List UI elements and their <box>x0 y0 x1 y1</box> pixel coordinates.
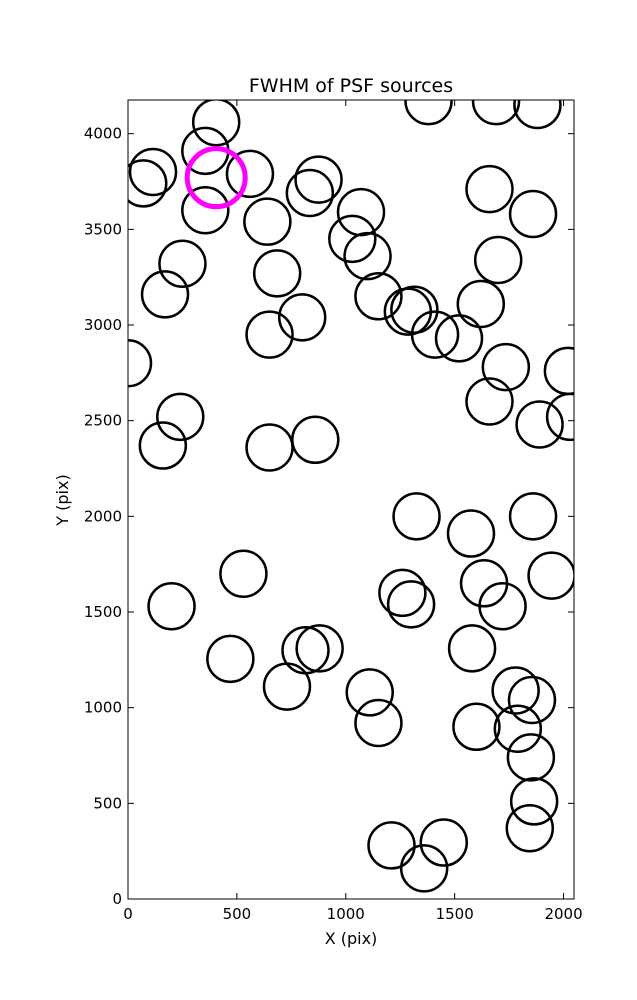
x-tick-label: 1500 <box>436 905 474 923</box>
source-marker <box>291 415 340 465</box>
source-marker <box>128 147 178 197</box>
source-marker <box>473 235 523 285</box>
x-axis: 0 500 1000 1500 2000 <box>123 100 583 923</box>
source-marker <box>456 279 506 329</box>
source-marker <box>294 155 343 204</box>
source-marker <box>404 100 453 126</box>
source-marker <box>446 509 496 558</box>
highlighted-source-marker <box>184 146 248 210</box>
source-marker <box>513 100 562 130</box>
x-tick-label: 2000 <box>544 905 582 923</box>
source-marker <box>508 492 558 541</box>
source-marker <box>128 159 168 208</box>
y-axis: 0 500 1000 1500 2000 2500 3000 3500 4000 <box>84 125 574 908</box>
source-marker <box>245 423 294 472</box>
source-marker <box>328 214 377 264</box>
source-marker <box>191 100 241 147</box>
source-marker <box>452 702 501 752</box>
source-marker <box>128 339 153 388</box>
source-marker <box>506 733 556 782</box>
x-axis-label: X (pix) <box>325 929 378 948</box>
y-axis-label: Y (pix) <box>53 474 72 526</box>
source-marker <box>493 704 543 753</box>
source-marker <box>378 568 427 618</box>
source-marker <box>295 624 344 673</box>
source-marker <box>343 231 392 281</box>
source-marker <box>410 310 460 359</box>
source-marker <box>509 777 559 826</box>
source-marker <box>243 197 292 246</box>
source-marker <box>419 818 469 867</box>
x-tick-label: 1000 <box>327 905 365 923</box>
source-marker <box>543 346 574 396</box>
source-marker <box>471 100 521 126</box>
source-marker <box>262 662 312 711</box>
source-marker <box>465 377 514 426</box>
source-marker <box>147 582 196 631</box>
source-marker <box>507 675 557 725</box>
source-marker <box>225 149 275 199</box>
source-marker <box>206 634 255 684</box>
source-marker <box>390 285 439 334</box>
source-marker <box>277 293 327 342</box>
y-tick-label: 3500 <box>84 220 122 238</box>
y-tick-label: 2000 <box>84 507 122 525</box>
source-marker <box>481 342 531 392</box>
y-tick-label: 500 <box>93 794 122 812</box>
source-marker <box>354 272 403 321</box>
source-marker <box>138 421 188 470</box>
y-tick-label: 0 <box>112 890 122 908</box>
source-marker <box>245 310 294 359</box>
source-marker <box>399 844 449 893</box>
y-tick-label: 2500 <box>84 412 122 430</box>
source-marker <box>156 392 205 442</box>
source-marker <box>181 185 230 235</box>
source-marker <box>386 580 436 629</box>
source-marker <box>281 626 330 675</box>
y-tick-label: 3000 <box>84 316 122 334</box>
source-marker <box>336 187 386 237</box>
chart-title: FWHM of PSF sources <box>249 75 453 97</box>
source-marker <box>545 392 574 442</box>
source-marker <box>434 314 484 363</box>
source-marker <box>491 666 540 715</box>
y-tick-label: 1000 <box>84 699 122 717</box>
source-marker <box>478 582 527 631</box>
source-marker <box>345 668 394 717</box>
sources-layer <box>128 100 574 893</box>
source-marker <box>158 239 207 289</box>
source-marker <box>447 624 497 673</box>
source-marker <box>367 821 416 870</box>
x-tick-label: 500 <box>223 905 252 923</box>
source-marker <box>354 698 403 748</box>
y-tick-label: 4000 <box>84 125 122 143</box>
source-marker <box>508 189 558 239</box>
source-marker <box>515 400 564 449</box>
y-tick-label: 1500 <box>84 603 122 621</box>
source-marker <box>465 164 514 214</box>
plot-frame <box>127 99 575 900</box>
source-marker <box>392 492 441 541</box>
source-marker <box>285 168 335 218</box>
source-marker <box>140 270 190 319</box>
source-marker <box>219 549 268 598</box>
source-marker <box>252 249 302 298</box>
x-tick-label: 0 <box>123 905 133 923</box>
source-marker <box>505 803 555 853</box>
source-marker <box>527 551 574 600</box>
